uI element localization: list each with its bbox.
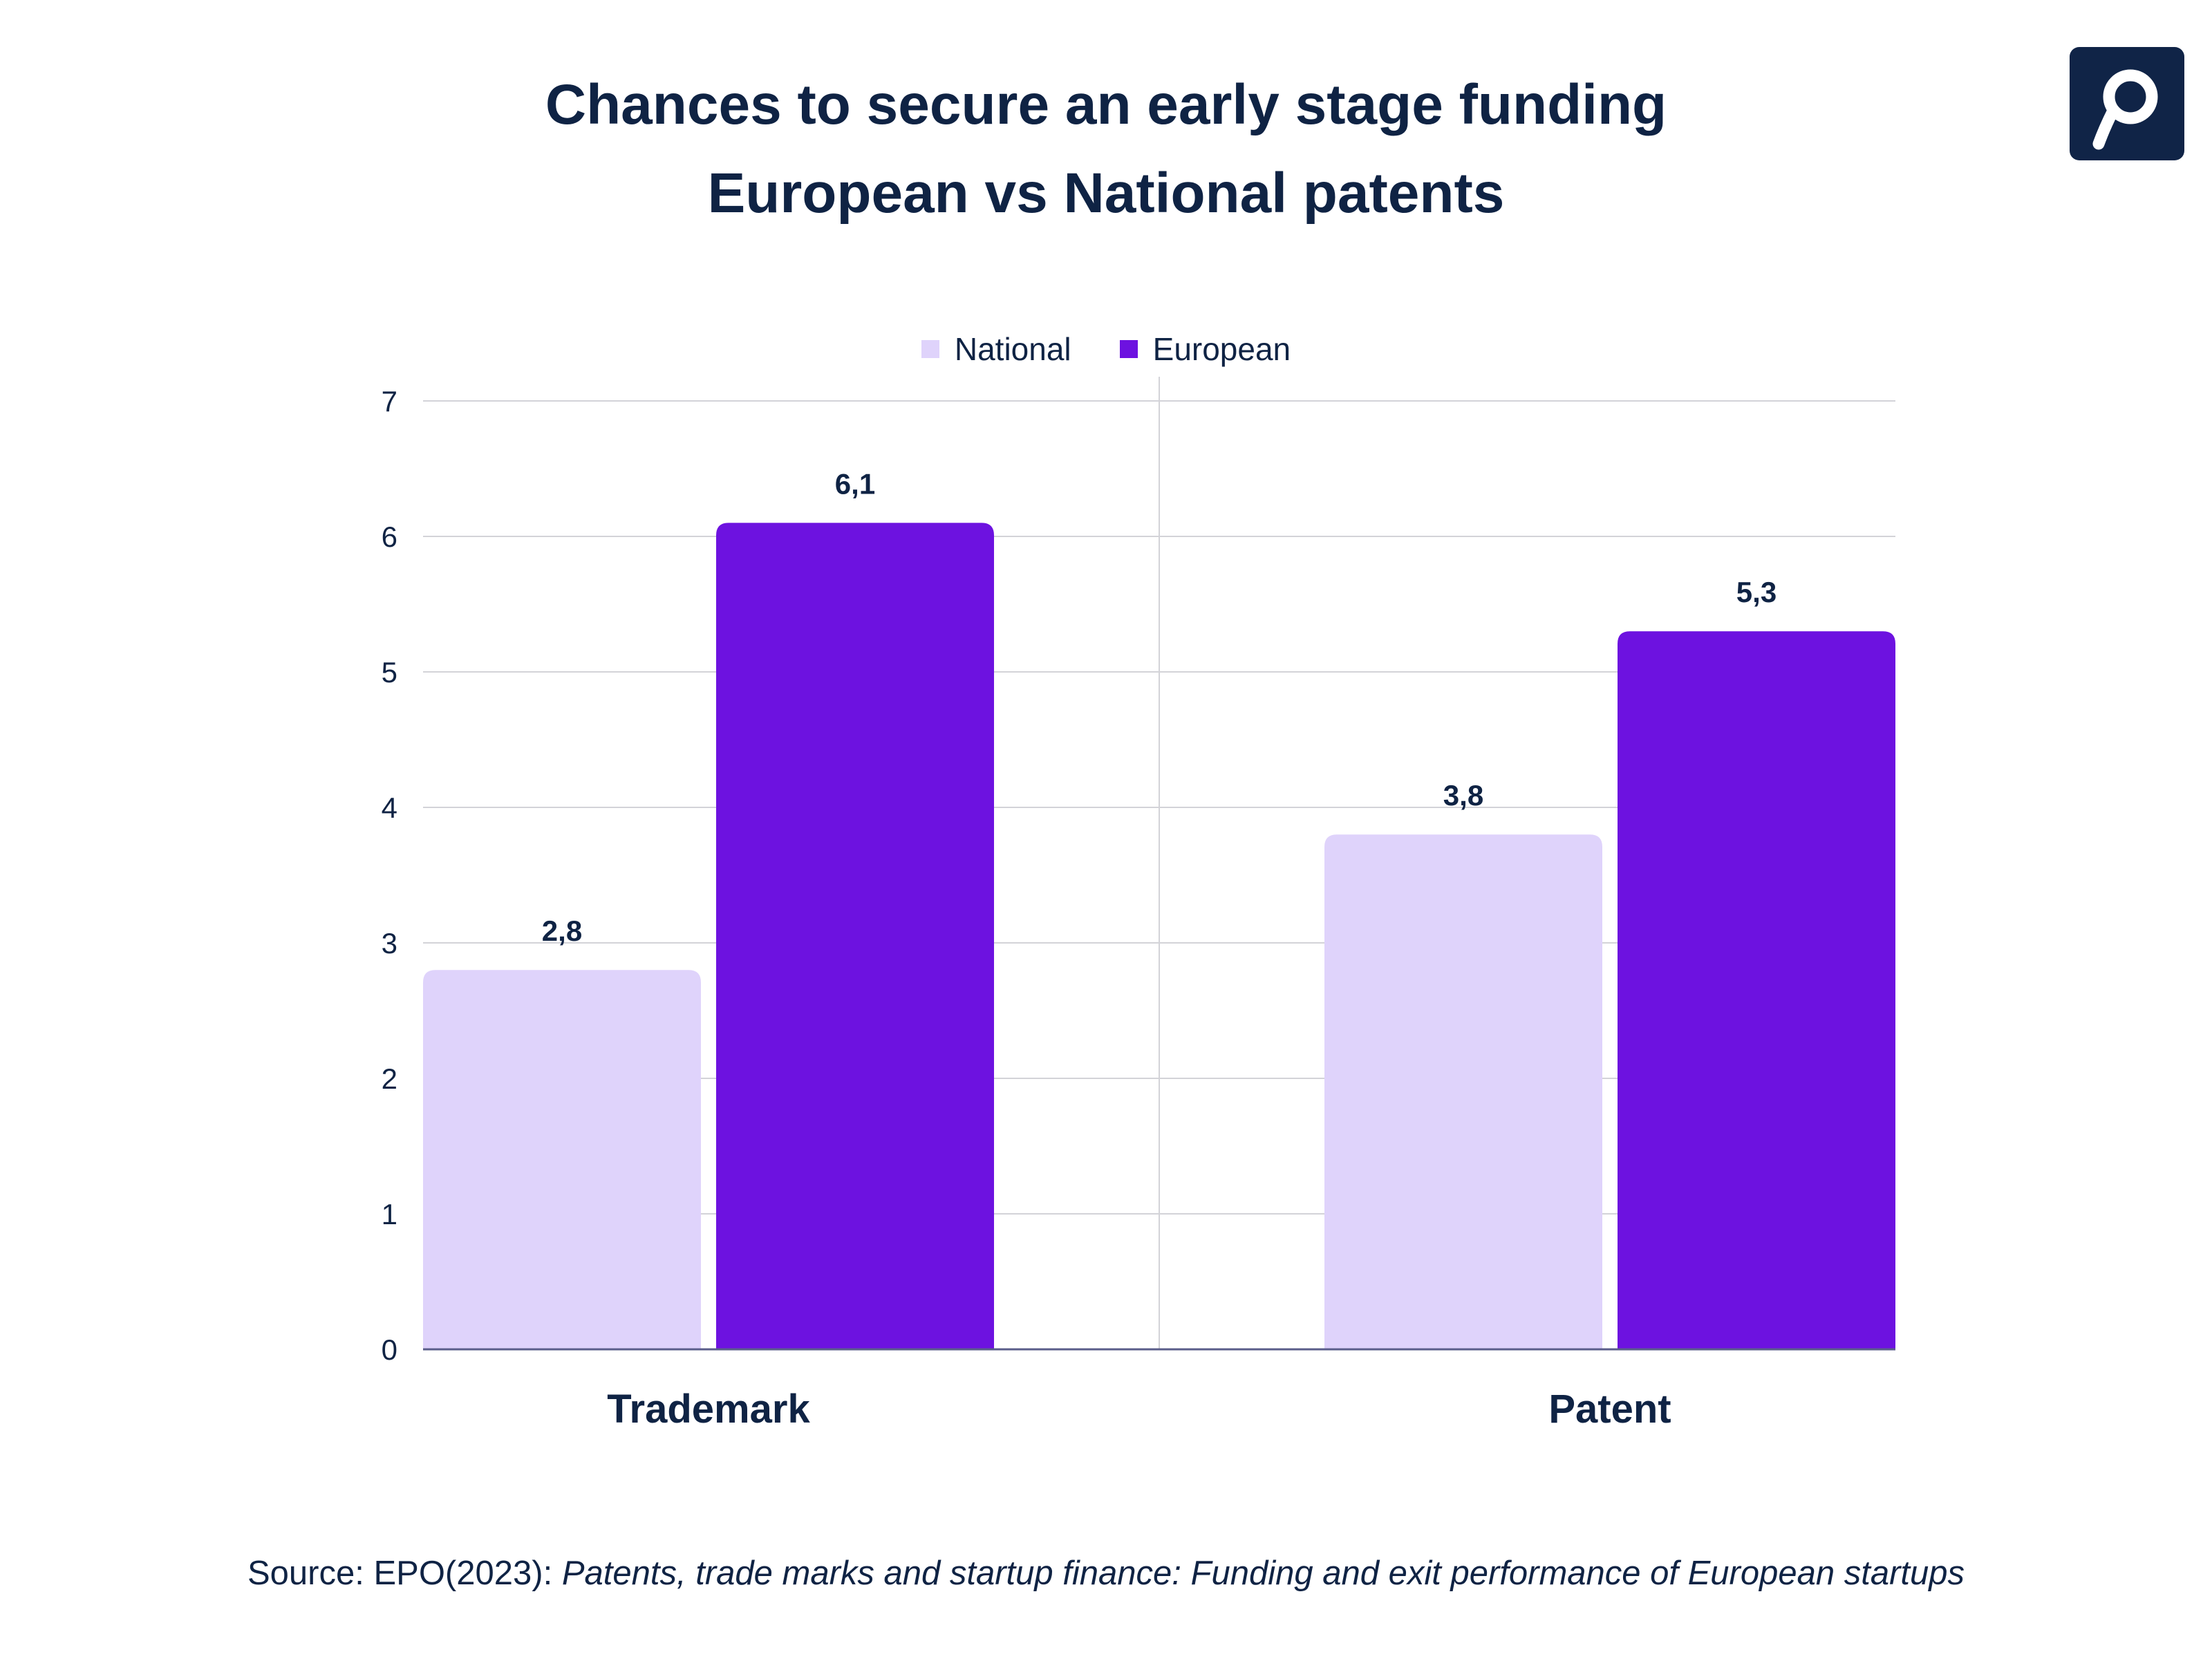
chart-title-line-2: European vs National patents xyxy=(707,162,1505,225)
y-tick-label-5: 5 xyxy=(382,656,397,688)
p-logo-icon xyxy=(2070,47,2184,160)
y-tick-label-6: 6 xyxy=(382,521,397,553)
y-tick-label-0: 0 xyxy=(382,1333,397,1366)
chart-legend: National European xyxy=(0,325,2212,373)
chart-title: Chances to secure an early stage funding… xyxy=(0,61,2212,238)
legend-swatch-european xyxy=(1119,340,1138,358)
x-category-label-trademark: Trademark xyxy=(607,1387,810,1432)
bar-european-patent xyxy=(1618,631,1895,1350)
data-label-national-trademark: 2,8 xyxy=(542,915,582,947)
chart-title-line-1: Chances to secure an early stage funding xyxy=(545,73,1667,136)
y-tick-label-3: 3 xyxy=(382,927,397,959)
bar-national-patent xyxy=(1324,834,1602,1349)
source-prefix: Source: EPO(2023): xyxy=(247,1555,562,1592)
source-title: Patents, trade marks and startup finance… xyxy=(561,1555,1965,1592)
legend-item-european: European xyxy=(1119,330,1291,368)
legend-item-national: National xyxy=(921,330,1071,368)
data-label-european-trademark: 6,1 xyxy=(835,467,875,500)
data-label-national-patent: 3,8 xyxy=(1443,779,1483,812)
legend-swatch-national xyxy=(921,340,939,358)
bar-national-trademark xyxy=(423,970,701,1349)
data-label-european-patent: 5,3 xyxy=(1736,576,1777,608)
x-category-label-patent: Patent xyxy=(1548,1387,1671,1432)
legend-label-national: National xyxy=(954,331,1071,367)
bar-european-trademark xyxy=(716,523,994,1349)
source-note: Source: EPO(2023): Patents, trade marks … xyxy=(0,1554,2212,1593)
y-tick-label-1: 1 xyxy=(382,1198,397,1230)
legend-label-european: European xyxy=(1152,331,1291,367)
y-tick-label-4: 4 xyxy=(382,791,397,824)
p-logo-glyph xyxy=(2092,69,2158,150)
y-tick-label-2: 2 xyxy=(382,1062,397,1095)
y-tick-label-7: 7 xyxy=(382,385,397,418)
